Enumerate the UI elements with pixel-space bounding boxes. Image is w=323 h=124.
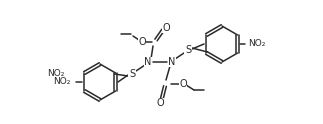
Text: S: S	[185, 45, 191, 55]
Text: O: O	[179, 79, 187, 89]
Text: S: S	[129, 69, 135, 79]
Text: N: N	[168, 57, 176, 67]
Text: O: O	[138, 37, 146, 47]
Text: N: N	[144, 57, 152, 67]
Text: NO₂: NO₂	[47, 69, 64, 78]
Text: O: O	[156, 98, 164, 108]
Text: NO₂: NO₂	[248, 40, 266, 48]
Text: NO₂: NO₂	[53, 78, 70, 87]
Text: O: O	[162, 23, 170, 33]
